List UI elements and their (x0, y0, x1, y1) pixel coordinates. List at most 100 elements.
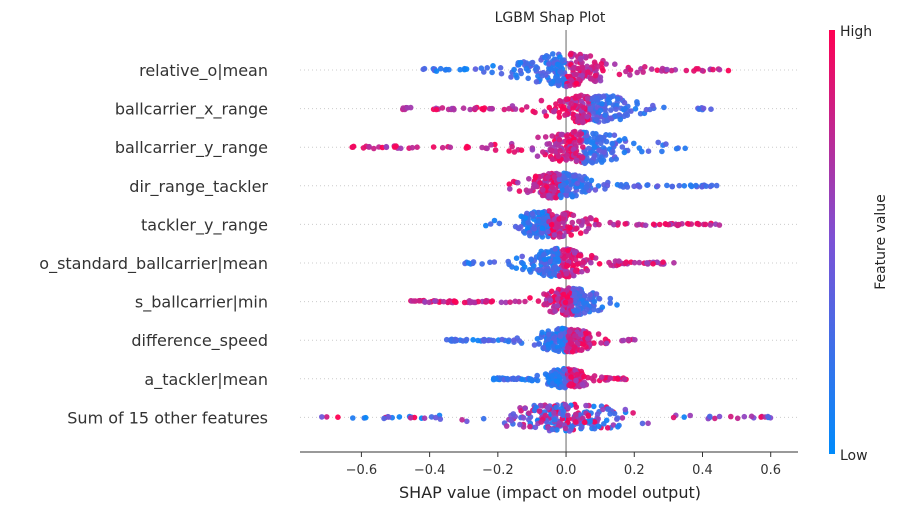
shap-point (585, 69, 591, 75)
shap-point (570, 212, 577, 219)
colorbar (829, 30, 835, 454)
shap-point (463, 66, 470, 72)
shap-point (644, 260, 650, 266)
shap-point (580, 341, 586, 348)
shap-point (516, 188, 523, 194)
shap-point (574, 180, 581, 187)
shap-point (541, 216, 547, 223)
shap-point (607, 295, 614, 302)
shap-point (578, 131, 585, 137)
shap-point (487, 259, 493, 266)
shap-point (709, 182, 715, 189)
colorbar-low-label: Low (840, 448, 868, 464)
shap-point (573, 404, 580, 410)
shap-point (479, 261, 485, 267)
x-tick-label: −0.4 (414, 463, 446, 478)
shap-point (553, 404, 559, 411)
shap-point (498, 299, 505, 306)
shap-point (460, 105, 467, 111)
shap-point (472, 66, 479, 72)
shap-point (598, 374, 605, 381)
shap-point (567, 336, 573, 343)
shap-point (578, 183, 585, 190)
shap-point (552, 258, 558, 265)
shap-point (553, 224, 560, 230)
shap-point (409, 144, 416, 151)
shap-point (619, 415, 626, 421)
shap-point (594, 63, 601, 70)
shap-point (542, 412, 549, 419)
shap-point (558, 384, 565, 390)
shap-point (588, 259, 594, 266)
shap-point (478, 65, 485, 71)
shap-point (573, 377, 579, 384)
shap-point (506, 261, 512, 268)
shap-point (398, 145, 404, 152)
shap-point (593, 291, 600, 297)
shap-point (614, 302, 620, 308)
shap-point (510, 178, 517, 185)
shap-point (480, 415, 487, 422)
shap-point (532, 109, 538, 116)
shap-point (569, 423, 575, 430)
feature-label: ballcarrier_y_range (115, 138, 268, 158)
shap-point (574, 261, 581, 268)
shap-point (573, 71, 579, 78)
shap-point (558, 63, 564, 70)
shap-point (602, 186, 608, 192)
shap-point (465, 260, 472, 266)
shap-point (598, 134, 604, 141)
shap-point (627, 72, 633, 78)
shap-point (554, 303, 561, 309)
shap-point (591, 152, 598, 159)
shap-point (563, 287, 570, 294)
shap-point (682, 145, 688, 152)
shap-point (660, 259, 666, 266)
shap-point (445, 299, 451, 305)
shap-point (555, 77, 561, 84)
shap-point (606, 132, 613, 138)
shap-point (598, 340, 604, 346)
shap-point (511, 376, 518, 382)
shap-point (420, 66, 427, 73)
shap-point (592, 187, 599, 193)
shap-point (615, 96, 621, 102)
shap-point (636, 184, 643, 190)
shap-point (553, 194, 559, 201)
shap-point (599, 101, 605, 107)
shap-point (451, 106, 457, 113)
shap-point (557, 192, 564, 199)
shap-point (611, 221, 617, 228)
shap-point (490, 337, 497, 344)
shap-point (531, 181, 537, 188)
feature-label: s_ballcarrier|min (135, 293, 268, 313)
shap-point (601, 149, 607, 155)
shap-point (574, 118, 581, 125)
shap-point (559, 341, 566, 348)
shap-point (575, 65, 582, 72)
shap-point (545, 405, 551, 411)
shap-point (622, 406, 629, 413)
shap-point (350, 415, 356, 421)
shap-point (531, 263, 537, 269)
shap-point (504, 375, 511, 382)
shap-point (548, 80, 554, 87)
shap-point (587, 215, 594, 221)
shap-point (349, 144, 356, 150)
shap-point (591, 373, 598, 379)
shap-point (567, 82, 573, 89)
shap-point (587, 106, 593, 112)
shap-point (526, 267, 533, 273)
shap-point (571, 298, 578, 305)
shap-point (599, 304, 606, 311)
shap-point (432, 298, 438, 304)
x-axis: −0.6 −0.4 −0.2 0.0 0.2 0.4 0.6 (300, 451, 798, 478)
shap-point (591, 143, 598, 150)
shap-point (437, 416, 444, 422)
shap-point (642, 222, 649, 229)
shap-point (513, 72, 519, 78)
shap-point (484, 65, 491, 71)
shap-point (581, 104, 587, 111)
shap-point (603, 61, 609, 67)
shap-point (650, 261, 656, 267)
